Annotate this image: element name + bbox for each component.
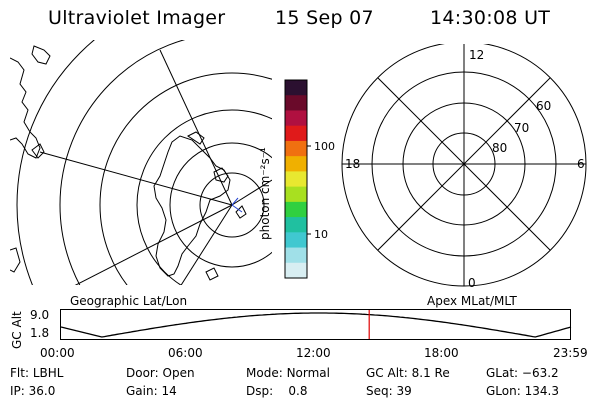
filter-info: Flt: LBHL xyxy=(10,366,63,380)
ip-value: 36.0 xyxy=(28,384,56,398)
colorbar-stripe xyxy=(285,95,307,112)
lat-circle xyxy=(169,142,272,268)
observation-time: 14:30:08 UT xyxy=(430,7,551,29)
geographic-map xyxy=(10,40,272,285)
colorbar-stripe xyxy=(285,247,307,264)
geographic-label: Geographic Lat/Lon xyxy=(70,294,188,308)
seq-label: Seq: xyxy=(366,384,393,398)
meridian-line xyxy=(74,204,233,285)
time-tick-1200: 12:00 xyxy=(296,346,331,360)
mlt-6-label: 6 xyxy=(577,157,585,171)
gain-info: Gain: 14 xyxy=(126,384,177,398)
mlt-18-label: 18 xyxy=(345,157,360,171)
colorbar-tick-100: 100 xyxy=(314,140,335,153)
door-label: Door: xyxy=(126,366,159,380)
door-info: Door: Open xyxy=(126,366,195,380)
colorbar-stripe xyxy=(285,186,307,203)
meridian-line xyxy=(39,151,233,206)
subsatellite-marker xyxy=(231,197,243,213)
colorbar xyxy=(284,79,311,279)
filter-label: Flt: xyxy=(10,366,29,380)
colorbar-stripe xyxy=(285,110,307,127)
colorbar-stripe xyxy=(285,201,307,218)
mlat-80-label: 80 xyxy=(492,141,507,155)
meridian-line xyxy=(231,179,272,206)
lat-circle xyxy=(99,72,272,285)
gcalt-info: GC Alt: 8.1 Re xyxy=(366,366,450,380)
glon-label: GLon: xyxy=(486,384,521,398)
dsp-label: Dsp: xyxy=(246,384,274,398)
colorbar-stripe xyxy=(285,262,307,279)
lat-circle xyxy=(59,40,186,285)
altitude-curve xyxy=(60,312,572,338)
seq-value: 39 xyxy=(396,384,412,398)
mlt-12-label: 12 xyxy=(469,48,484,62)
gain-value: 14 xyxy=(161,384,177,398)
instrument-title: Ultraviolet Imager xyxy=(48,7,226,29)
orbit-timeline xyxy=(60,309,572,340)
time-tick-2359: 23:59 xyxy=(553,346,588,360)
coastline xyxy=(153,135,231,277)
dsp-value: 0.8 xyxy=(288,384,308,398)
colorbar-stripe xyxy=(285,217,307,233)
glat-info: GLat: −63.2 xyxy=(486,366,559,380)
coastline xyxy=(31,143,45,159)
time-tick-0600: 06:00 xyxy=(168,346,203,360)
glat-label: GLat: xyxy=(486,366,519,380)
colorbar-stripe xyxy=(285,156,307,172)
timeline-ylabel: GC Alt xyxy=(10,311,24,349)
timeline-ymin: 1.8 xyxy=(30,326,50,340)
colorbar-stripe xyxy=(285,140,307,157)
mlat-60-label: 60 xyxy=(536,99,551,113)
time-tick-0000: 00:00 xyxy=(40,346,75,360)
observation-date: 15 Sep 07 xyxy=(275,7,374,29)
glat-value: −63.2 xyxy=(521,366,559,380)
coastline xyxy=(235,205,247,219)
ip-info: IP: 36.0 xyxy=(10,384,55,398)
ip-label: IP: xyxy=(10,384,25,398)
coastline xyxy=(187,131,205,145)
gcalt-label: GC Alt: xyxy=(366,366,408,380)
gcalt-value: 8.1 Re xyxy=(411,366,450,380)
door-value: Open xyxy=(162,366,195,380)
coastline xyxy=(10,247,21,273)
coastline xyxy=(205,267,219,281)
apex-label: Apex MLat/MLT xyxy=(427,294,517,308)
lat-circle xyxy=(16,40,96,285)
meridian-line xyxy=(159,49,233,206)
lat-circle xyxy=(199,172,265,238)
time-tick-1800: 18:00 xyxy=(424,346,459,360)
mode-label: Mode: xyxy=(246,366,283,380)
mlt-0-label: 0 xyxy=(468,276,476,290)
coastline xyxy=(10,57,41,159)
colorbar-tick-10: 10 xyxy=(314,228,328,241)
colorbar-unit-label: photon cm⁻²s⁻¹ xyxy=(258,147,272,240)
glon-info: GLon: 134.3 xyxy=(486,384,559,398)
meridian-line xyxy=(180,204,233,285)
glon-value: 134.3 xyxy=(524,384,559,398)
mode-value: Normal xyxy=(286,366,330,380)
coastline xyxy=(213,167,229,183)
seq-info: Seq: 39 xyxy=(366,384,412,398)
mode-info: Mode: Normal xyxy=(246,366,330,380)
magnetic-polar-plot: 12 18 6 0 60 70 80 xyxy=(341,44,587,290)
colorbar-stripe xyxy=(285,125,307,142)
colorbar-stripe xyxy=(285,80,307,96)
coastline xyxy=(31,45,51,65)
timeline-ymax: 9.0 xyxy=(30,308,50,322)
mlt-line xyxy=(377,77,551,251)
lat-circle xyxy=(136,109,272,285)
dsp-info: Dsp: 0.8 xyxy=(246,384,308,398)
gain-label: Gain: xyxy=(126,384,158,398)
colorbar-stripe xyxy=(285,171,307,188)
colorbar-stripe xyxy=(285,232,307,249)
filter-value: LBHL xyxy=(32,366,64,380)
mlat-70-label: 70 xyxy=(514,121,529,135)
